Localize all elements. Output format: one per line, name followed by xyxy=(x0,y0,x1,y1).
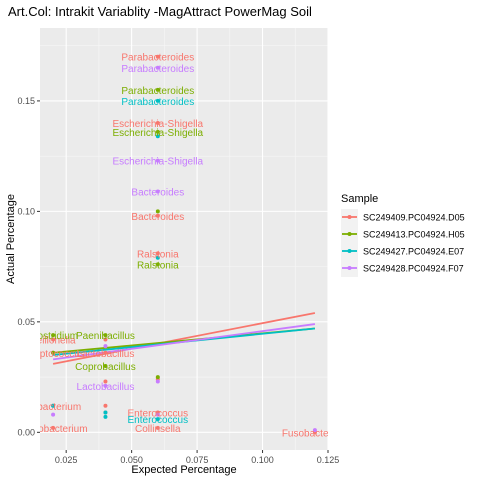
data-point xyxy=(155,379,160,384)
y-tick-label: 0.05 xyxy=(17,317,35,327)
data-point xyxy=(103,410,108,415)
point-label: Enterococcus xyxy=(128,415,189,426)
data-point xyxy=(155,158,160,163)
x-tick-label: 0.050 xyxy=(120,455,143,465)
point-label: Lactobacillus xyxy=(77,349,135,360)
legend-key-point xyxy=(347,266,352,270)
data-point xyxy=(51,333,56,338)
data-point xyxy=(155,375,160,380)
data-point xyxy=(51,403,56,408)
chart-title: Art.Col: Intrakit Variablity -MagAttract… xyxy=(8,4,312,19)
x-axis-label: Expected Percentage xyxy=(131,464,236,476)
point-label: Escherichia-Shigella xyxy=(113,128,204,139)
plot-panel xyxy=(40,28,328,450)
data-point xyxy=(103,350,108,355)
point-label: Coprobacillus xyxy=(75,362,136,373)
data-point xyxy=(155,251,160,256)
data-point xyxy=(155,129,160,134)
x-tick-label: 0.100 xyxy=(251,455,274,465)
legend-title: Sample xyxy=(341,193,378,205)
data-point xyxy=(155,425,160,430)
point-labels: Parabacteroides Escherichia-Shigella Bacte… xyxy=(19,53,348,440)
point-label: Clostridium xyxy=(28,331,78,342)
legend-label: SC249409.PC04924.D05 xyxy=(363,213,465,223)
data-point xyxy=(155,209,160,214)
trend-line xyxy=(52,323,316,361)
data-point xyxy=(103,337,108,342)
data-points xyxy=(51,54,317,435)
y-tick-label: 0.15 xyxy=(17,96,35,106)
x-tick-label: 0.075 xyxy=(186,455,209,465)
y-tick-label: 0.00 xyxy=(17,427,35,437)
data-point xyxy=(51,412,56,417)
data-point xyxy=(103,364,108,369)
trend-lines xyxy=(52,312,316,365)
data-point xyxy=(155,54,160,59)
legend-key-point xyxy=(347,215,352,219)
x-tick-label: 0.025 xyxy=(55,455,78,465)
point-label: Escherichia-Shigella xyxy=(113,157,204,168)
x-tick-label: 0.125 xyxy=(317,455,340,465)
point-label: Parabacteroides xyxy=(121,86,194,97)
data-point xyxy=(51,337,56,342)
legend-key-point xyxy=(347,249,352,253)
point-label: Bacteroides xyxy=(131,212,184,223)
data-point xyxy=(103,414,108,419)
point-label: Bacteroides xyxy=(131,187,184,198)
y-axis-label: Actual Percentage xyxy=(5,194,17,284)
axes: 0.025 0.050 0.075 0.100 0.125 0.00 0.05 0.10 0.1… xyxy=(17,96,339,465)
point-label: Lactobacillus xyxy=(77,382,135,393)
data-point xyxy=(155,98,160,103)
data-point xyxy=(51,350,56,355)
legend-label: SC249413.PC04924.H05 xyxy=(363,230,465,240)
data-point xyxy=(312,428,317,433)
point-label: Escherichia-Shigella xyxy=(113,119,204,130)
legend-label: SC249428.PC04924.F07 xyxy=(363,264,464,274)
data-point xyxy=(155,213,160,218)
data-point xyxy=(155,417,160,422)
point-label: Eubacterium xyxy=(25,402,81,413)
grid-lines xyxy=(40,28,329,450)
point-label: Veillonella xyxy=(31,336,76,347)
data-point xyxy=(155,87,160,92)
data-point xyxy=(103,403,108,408)
data-point xyxy=(155,412,160,417)
point-label: Ralstonia xyxy=(137,249,179,260)
point-label: Streptococcus xyxy=(21,349,84,360)
data-point xyxy=(103,383,108,388)
point-label: Paenibacillus xyxy=(76,331,135,342)
legend: SC249409.PC04924.D05 SC249413.PC04924.H05… xyxy=(341,209,465,277)
trend-line xyxy=(52,312,316,365)
point-label: Bifidobacterium xyxy=(19,424,88,435)
data-point xyxy=(155,65,160,70)
point-label: Ralstonia xyxy=(137,260,179,271)
point-label: Parabacteroides xyxy=(121,64,194,75)
point-label: Parabacteroides xyxy=(121,53,194,64)
data-point xyxy=(103,344,108,349)
point-label: Fusobacterium xyxy=(282,428,348,439)
legend-label: SC249427.PC04924.E07 xyxy=(363,247,464,257)
data-point xyxy=(155,255,160,260)
legend-key-point xyxy=(347,232,352,236)
point-label: Parabacteroides xyxy=(121,97,194,108)
data-point xyxy=(155,121,160,126)
data-point xyxy=(51,425,56,430)
data-point xyxy=(155,262,160,267)
point-label: Enterococcus xyxy=(128,408,189,419)
point-label: Collinsella xyxy=(135,424,181,435)
data-point xyxy=(155,134,160,139)
y-tick-label: 0.10 xyxy=(17,206,35,216)
data-point xyxy=(103,333,108,338)
data-point xyxy=(103,379,108,384)
data-point xyxy=(155,189,160,194)
